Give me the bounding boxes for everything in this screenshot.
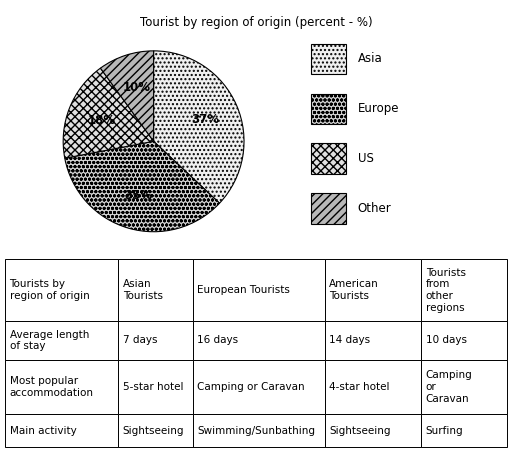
Bar	[325, 359, 421, 414]
Text: Most popular
accommodation: Most popular accommodation	[10, 376, 94, 398]
Text: 5-star hotel: 5-star hotel	[122, 382, 183, 392]
Text: 16 days: 16 days	[197, 335, 238, 345]
Text: 14 days: 14 days	[329, 335, 371, 345]
Text: 35%: 35%	[124, 189, 152, 202]
Text: Camping or Caravan: Camping or Caravan	[197, 382, 305, 392]
FancyBboxPatch shape	[311, 144, 346, 174]
Text: American
Tourists: American Tourists	[329, 279, 379, 301]
Text: 4-star hotel: 4-star hotel	[329, 382, 390, 392]
Bar	[118, 259, 193, 321]
Bar	[421, 359, 507, 414]
Text: Other: Other	[358, 202, 392, 215]
Text: Camping
or
Caravan: Camping or Caravan	[426, 370, 473, 404]
Bar	[421, 259, 507, 321]
Text: US: US	[358, 152, 374, 165]
Text: European Tourists: European Tourists	[197, 285, 290, 295]
Text: Europe: Europe	[358, 102, 399, 115]
Bar	[118, 321, 193, 359]
Bar	[421, 414, 507, 447]
Bar	[5, 414, 118, 447]
Text: 10 days: 10 days	[426, 335, 467, 345]
Bar	[193, 321, 325, 359]
Bar	[118, 414, 193, 447]
Bar	[325, 259, 421, 321]
Wedge shape	[65, 141, 220, 232]
Bar	[325, 321, 421, 359]
FancyBboxPatch shape	[311, 193, 346, 224]
Bar	[193, 414, 325, 447]
Text: Main activity: Main activity	[10, 425, 76, 436]
Text: 37%: 37%	[191, 113, 219, 126]
Text: 10%: 10%	[122, 81, 151, 95]
Text: Swimming/Sunbathing: Swimming/Sunbathing	[197, 425, 315, 436]
Bar	[5, 321, 118, 359]
Bar	[118, 359, 193, 414]
Text: 7 days: 7 days	[122, 335, 157, 345]
Text: Surfing: Surfing	[426, 425, 463, 436]
Text: 18%: 18%	[88, 114, 116, 127]
Text: Asia: Asia	[358, 52, 382, 65]
FancyBboxPatch shape	[311, 44, 346, 74]
Bar	[5, 259, 118, 321]
Text: Tourists
from
other
regions: Tourists from other regions	[426, 268, 466, 313]
Bar	[5, 359, 118, 414]
Wedge shape	[100, 51, 154, 141]
Text: Sightseeing: Sightseeing	[122, 425, 184, 436]
Wedge shape	[63, 68, 154, 158]
Text: Tourist by region of origin (percent - %): Tourist by region of origin (percent - %…	[140, 16, 372, 30]
Text: Sightseeing: Sightseeing	[329, 425, 391, 436]
Text: Average length
of stay: Average length of stay	[10, 330, 89, 351]
Text: Asian
Tourists: Asian Tourists	[122, 279, 163, 301]
Text: Tourists by
region of origin: Tourists by region of origin	[10, 279, 89, 301]
Bar	[193, 259, 325, 321]
Bar	[325, 414, 421, 447]
Wedge shape	[154, 51, 244, 203]
FancyBboxPatch shape	[311, 94, 346, 124]
Bar	[193, 359, 325, 414]
Bar	[421, 321, 507, 359]
